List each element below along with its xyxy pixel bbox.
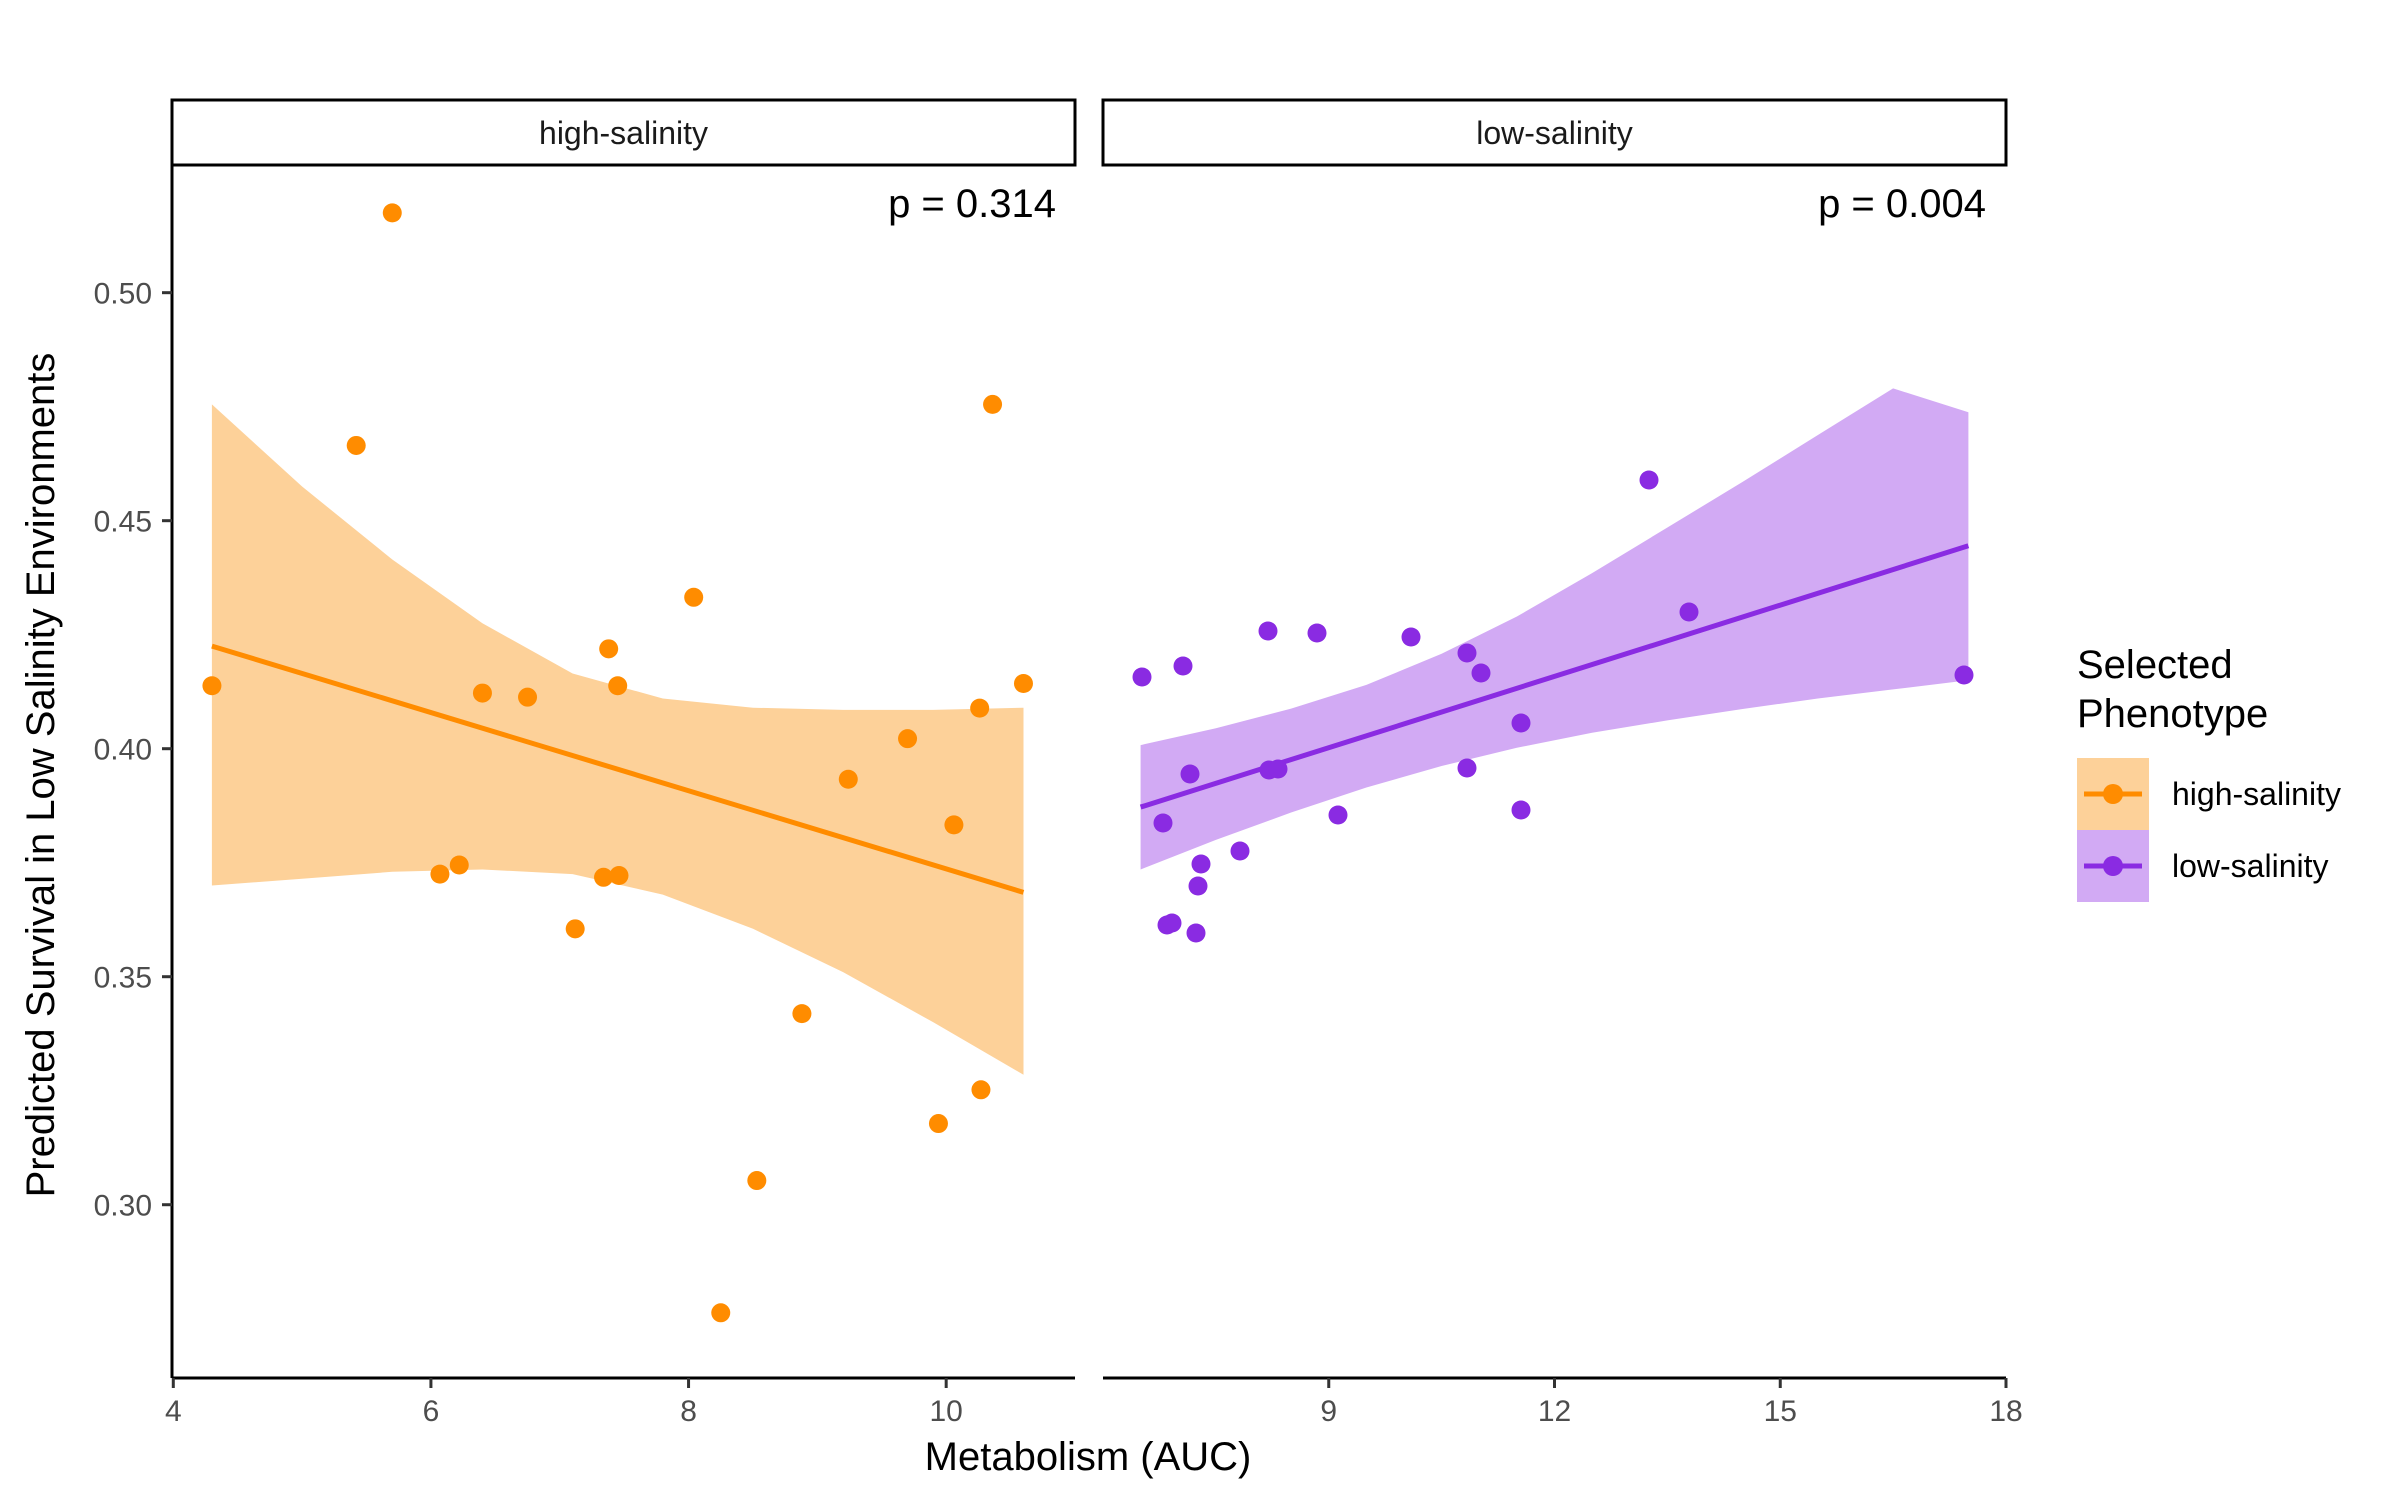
data-point-high-salinity	[608, 676, 628, 696]
panel-high-salinity: high-salinity p = 0.314 4 6 8 10	[165, 98, 1077, 1428]
data-point-high-salinity	[565, 919, 585, 939]
data-point-high-salinity	[430, 864, 450, 884]
data-point-low-salinity	[1954, 665, 1974, 685]
legend-title-line-2: Phenotype	[2077, 692, 2268, 736]
strip-box-high-salinity	[170, 98, 1077, 167]
points-low-salinity	[1132, 470, 1974, 943]
y-tick-label: 0.50	[94, 278, 152, 311]
confidence-ribbon-high-salinity	[211, 404, 1024, 1075]
legend-point-high-salinity	[2103, 784, 2123, 804]
data-point-low-salinity	[1328, 805, 1348, 825]
data-point-low-salinity	[1511, 800, 1531, 820]
ribbon-area-high-salinity	[211, 404, 1024, 1075]
x-axis-low-salinity: 9 12 15 18	[1103, 1376, 2023, 1428]
data-point-high-salinity	[970, 698, 990, 718]
data-point-high-salinity	[202, 676, 222, 696]
data-point-high-salinity	[599, 639, 619, 659]
x-axis-high-salinity: 4 6 8 10	[165, 1376, 1075, 1428]
data-point-high-salinity	[983, 394, 1003, 414]
trend-line-segment-high-salinity	[211, 643, 1025, 895]
legend: Selected Phenotype high-salinity low-sali…	[2077, 643, 2341, 902]
data-point-high-salinity	[472, 683, 492, 703]
data-point-high-salinity	[971, 1080, 991, 1100]
x-tick-label-low-salinity: 9	[1320, 1395, 1337, 1428]
data-point-high-salinity	[944, 815, 964, 835]
data-point-low-salinity	[1186, 923, 1206, 943]
data-point-high-salinity	[1013, 673, 1033, 693]
data-point-high-salinity	[449, 855, 469, 875]
points-high-salinity	[202, 203, 1033, 1323]
data-point-high-salinity	[898, 729, 918, 749]
data-point-low-salinity	[1639, 470, 1659, 490]
data-point-low-salinity	[1258, 621, 1278, 641]
x-tick-label-high-salinity: 6	[423, 1395, 440, 1428]
x-tick-label-low-salinity: 15	[1764, 1395, 1797, 1428]
data-point-low-salinity	[1268, 759, 1288, 779]
data-point-high-salinity	[792, 1004, 812, 1024]
data-point-high-salinity	[838, 769, 858, 789]
x-tick-label-low-salinity: 18	[1989, 1395, 2022, 1428]
data-point-low-salinity	[1180, 764, 1200, 784]
data-point-low-salinity	[1471, 663, 1491, 683]
y-tick-label: 0.40	[94, 734, 152, 767]
legend-point-low-salinity	[2103, 856, 2123, 876]
data-point-low-salinity	[1457, 758, 1477, 778]
legend-label-high-salinity: high-salinity	[2172, 776, 2341, 812]
data-point-low-salinity	[1401, 627, 1421, 647]
data-point-low-salinity	[1188, 876, 1208, 896]
data-point-low-salinity	[1307, 623, 1327, 643]
panel-low-salinity: low-salinity p = 0.004 9 12 15 18	[1101, 98, 2023, 1428]
y-tick-label: 0.35	[94, 962, 152, 995]
x-tick-label-high-salinity: 4	[165, 1395, 182, 1428]
data-point-low-salinity	[1132, 667, 1152, 687]
y-axis: 0.30 0.35 0.40 0.45 0.50	[94, 165, 174, 1378]
p-value-high-salinity: p = 0.314	[888, 182, 1056, 226]
trend-line-high-salinity	[211, 643, 1025, 895]
strip-label-low-salinity: low-salinity	[1476, 115, 1632, 151]
data-point-high-salinity	[594, 867, 614, 887]
data-point-high-salinity	[609, 865, 629, 885]
data-point-low-salinity	[1173, 656, 1193, 676]
x-tick-label-high-salinity: 10	[929, 1395, 962, 1428]
data-point-low-salinity	[1191, 854, 1211, 874]
data-point-high-salinity	[928, 1114, 948, 1134]
p-value-low-salinity: p = 0.004	[1818, 182, 1986, 226]
x-tick-label-high-salinity: 8	[680, 1395, 697, 1428]
legend-label-low-salinity: low-salinity	[2172, 848, 2328, 884]
x-axis-title: Metabolism (AUC)	[925, 1435, 1252, 1479]
data-point-high-salinity	[684, 587, 704, 607]
y-tick-label: 0.30	[94, 1190, 152, 1223]
data-point-low-salinity	[1511, 713, 1531, 733]
data-point-low-salinity	[1153, 813, 1173, 833]
confidence-ribbon-low-salinity	[1140, 388, 1969, 870]
data-point-high-salinity	[711, 1303, 731, 1323]
data-point-low-salinity	[1457, 643, 1477, 663]
x-tick-label-low-salinity: 12	[1538, 1395, 1571, 1428]
ribbon-area-low-salinity	[1140, 388, 1969, 870]
y-tick-label: 0.45	[94, 506, 152, 539]
strip-box-low-salinity	[1101, 98, 2008, 167]
legend-title-line-1: Selected	[2077, 643, 2233, 687]
data-point-high-salinity	[382, 203, 402, 223]
strip-label-high-salinity: high-salinity	[539, 115, 708, 151]
data-point-high-salinity	[747, 1171, 767, 1191]
data-point-low-salinity	[1162, 913, 1182, 933]
data-point-high-salinity	[518, 687, 538, 707]
data-point-low-salinity	[1679, 602, 1699, 622]
data-point-low-salinity	[1230, 841, 1250, 861]
y-axis-title: Predicted Survival in Low Salinity Envir…	[19, 353, 63, 1198]
data-point-high-salinity	[346, 435, 366, 455]
